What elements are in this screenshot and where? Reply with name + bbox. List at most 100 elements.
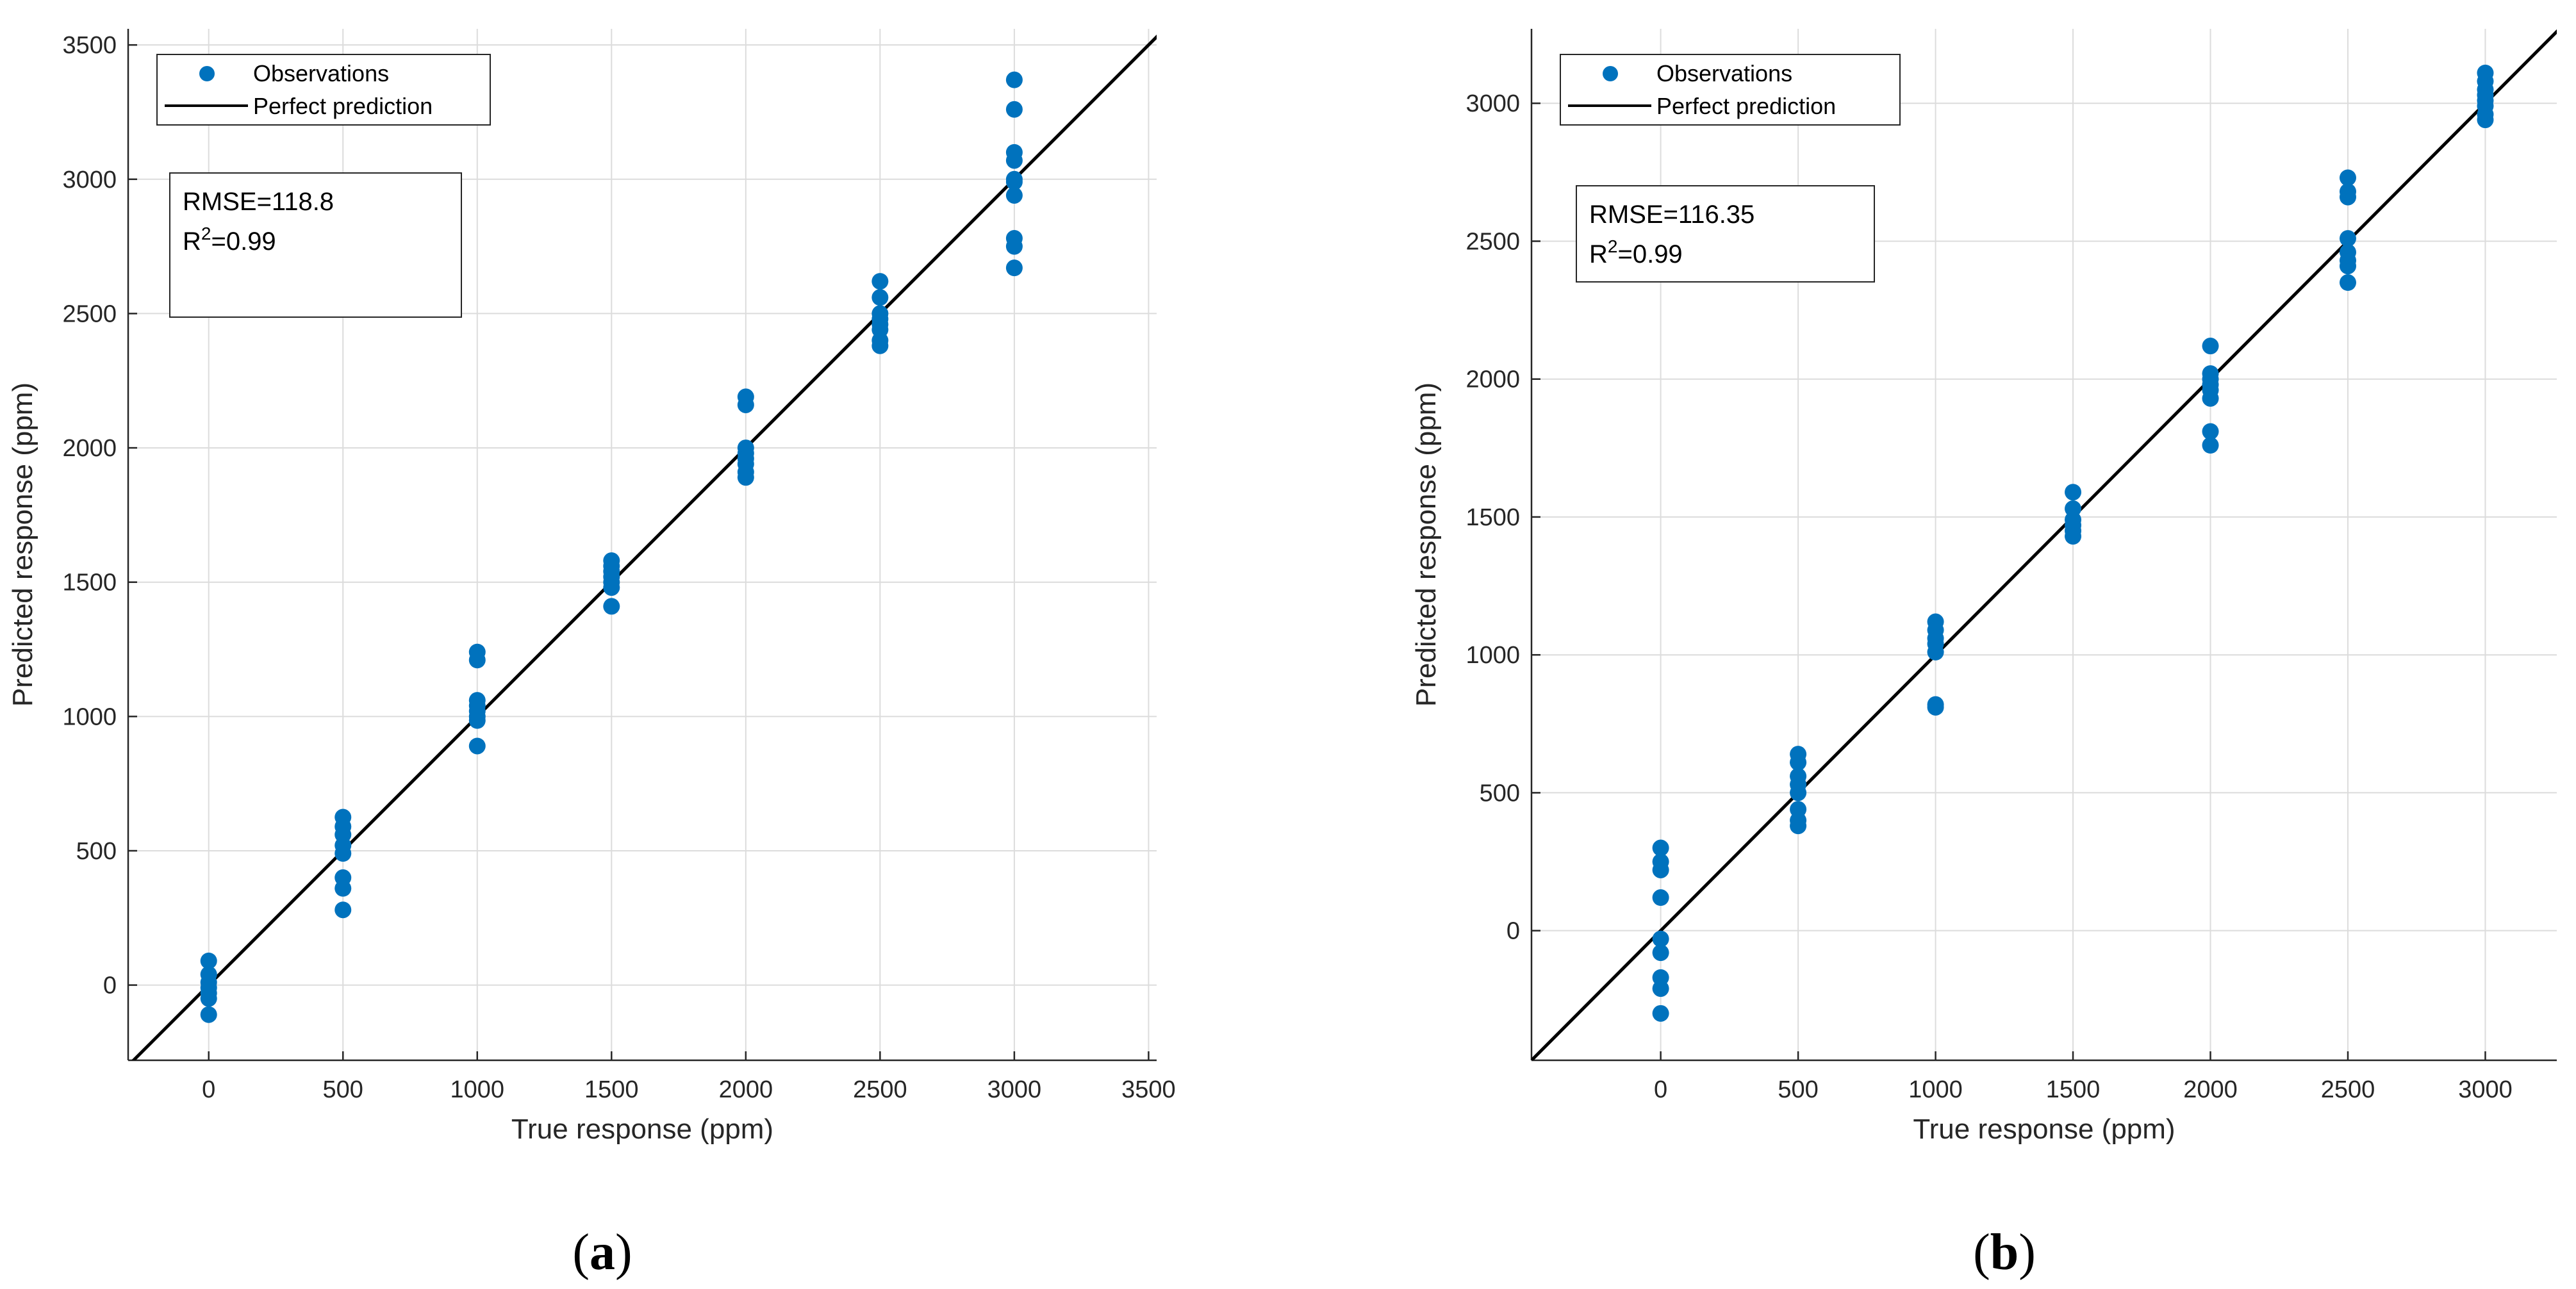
stats-box: [1576, 185, 1875, 283]
x-tick-label: 2500: [853, 1076, 907, 1103]
x-tick-label: 2500: [2321, 1076, 2375, 1103]
observation-point: [1005, 173, 1023, 190]
y-tick-label: 500: [1480, 780, 1520, 807]
observation-point: [2202, 423, 2219, 440]
observation-point: [1652, 930, 1669, 948]
plot-area: [1532, 29, 2557, 1060]
x-tick-label: 1500: [2046, 1076, 2101, 1103]
y-axis-label: Predicted response (ppm): [7, 382, 38, 707]
observation-point: [1652, 1005, 1669, 1022]
y-tick-label: 3500: [62, 32, 117, 59]
x-tick-label: 1000: [450, 1076, 505, 1103]
observation-point: [334, 845, 352, 862]
observation-point: [1652, 839, 1669, 857]
perfect-prediction-line: [131, 35, 1157, 1060]
observation-point: [1790, 817, 1807, 835]
x-tick-label: 2000: [2183, 1076, 2238, 1103]
observation-point: [200, 952, 217, 969]
observation-point: [1005, 186, 1023, 204]
observation-point: [603, 579, 620, 596]
observation-point: [2339, 188, 2356, 206]
x-tick-label: 3000: [2458, 1076, 2513, 1103]
panel-label-a: (a): [572, 1224, 632, 1281]
legend-label-perfect-prediction: Perfect prediction: [253, 93, 433, 119]
y-tick-label: 0: [103, 973, 117, 999]
observation-point: [1005, 152, 1023, 169]
plot-area: [131, 35, 1157, 1060]
chart-a: 0 500 1000 1500 2000 2500 3000 3500 0 500 1000 1500…: [7, 29, 1176, 1145]
legend-marker-observations: [199, 66, 215, 81]
y-tick-label: 1000: [62, 703, 117, 730]
observation-point: [871, 289, 889, 306]
observation-point: [200, 1006, 217, 1023]
observation-point: [2202, 437, 2219, 454]
y-tick-label: 3000: [1466, 90, 1520, 117]
y-tick-label: 3000: [62, 167, 117, 193]
x-tick-label: 0: [202, 1076, 215, 1103]
y-tick-label: 1500: [1466, 504, 1520, 531]
perfect-prediction-line: [1532, 29, 2557, 1060]
observation-point: [603, 598, 620, 615]
observation-point: [2339, 230, 2356, 247]
x-tick-label: 500: [323, 1076, 363, 1103]
y-tick-label: 500: [76, 838, 117, 865]
panel-label-b: (b): [1973, 1224, 2036, 1281]
observation-point: [2202, 338, 2219, 355]
rmse-text: RMSE=118.8: [183, 188, 334, 216]
x-tick-label: 1500: [584, 1076, 639, 1103]
observation-point: [2065, 484, 2082, 501]
x-tick-label: 0: [1654, 1076, 1667, 1103]
observation-point: [2339, 274, 2356, 291]
y-tick-label: 2000: [62, 435, 117, 462]
stats-box: [169, 172, 462, 318]
y-tick-label: 1000: [1466, 642, 1520, 669]
observation-point: [1652, 980, 1669, 998]
legend-box: [156, 54, 491, 126]
x-tick-label: 500: [1778, 1076, 1818, 1103]
observation-point: [737, 469, 754, 486]
observation-point: [1005, 259, 1023, 277]
y-tick-label: 2500: [1466, 228, 1520, 255]
y-tick-label: 0: [1507, 918, 1520, 945]
r2-text: R2=0.99: [1589, 236, 1683, 268]
observation-point: [2202, 390, 2219, 407]
x-tick-label: 3000: [987, 1076, 1042, 1103]
y-tick-label: 2000: [1466, 366, 1520, 393]
observation-point: [1005, 238, 1023, 255]
observation-point: [1927, 643, 1944, 661]
observation-point: [2339, 258, 2356, 275]
observation-point: [1652, 889, 1669, 907]
observation-point: [334, 901, 352, 919]
x-tick-label: 1000: [1908, 1076, 1963, 1103]
observation-point: [334, 880, 352, 897]
observation-point: [871, 273, 889, 290]
observation-point: [1005, 71, 1023, 88]
x-tick-label: 2000: [719, 1076, 773, 1103]
observation-point: [1652, 944, 1669, 962]
observation-point: [737, 396, 754, 413]
y-tick-label: 1500: [62, 570, 117, 596]
r2-text: R2=0.99: [183, 224, 276, 256]
legend-label-observations: Observations: [1656, 60, 1792, 86]
observation-point: [468, 652, 486, 669]
observation-point: [1652, 861, 1669, 878]
observation-point: [2477, 111, 2494, 129]
chart-b: 0 500 1000 1500 2000 2500 3000 0 500 1000 1500 2000…: [1410, 29, 2557, 1145]
legend-label-observations: Observations: [253, 60, 389, 86]
observation-point: [2339, 169, 2356, 186]
y-axis-label: Predicted response (ppm): [1410, 382, 1442, 707]
x-tick-label: 3500: [1121, 1076, 1176, 1103]
observation-point: [468, 712, 486, 729]
observation-point: [200, 990, 217, 1007]
legend-label-perfect-prediction: Perfect prediction: [1656, 93, 1836, 119]
x-axis-label: True response (ppm): [511, 1113, 773, 1145]
observation-point: [2065, 528, 2082, 545]
rmse-text: RMSE=116.35: [1589, 201, 1754, 229]
x-axis-label: True response (ppm): [1913, 1113, 2175, 1145]
observation-point: [1790, 784, 1807, 801]
observation-point: [1790, 754, 1807, 771]
legend-marker-observations: [1603, 66, 1618, 81]
legend-box: [1560, 54, 1901, 126]
observation-point: [1005, 101, 1023, 118]
